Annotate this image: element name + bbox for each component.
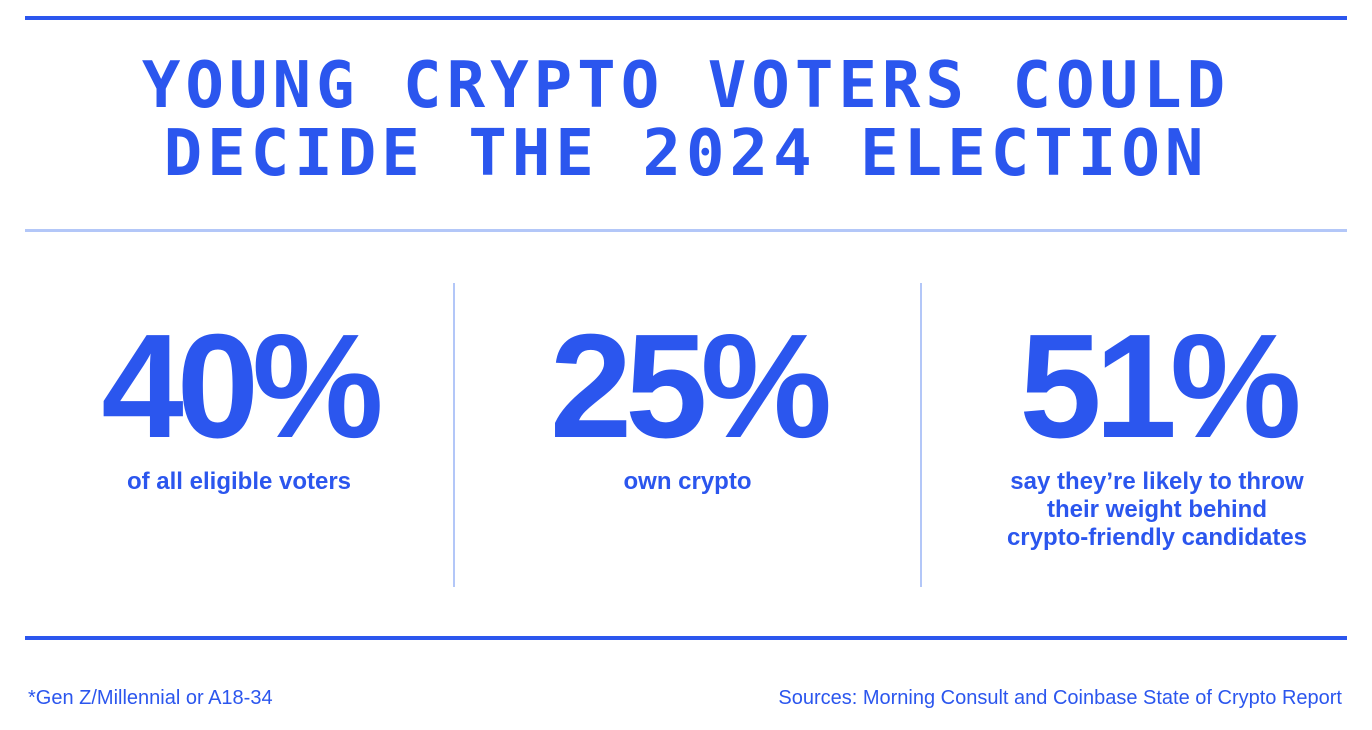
column-divider — [453, 283, 455, 587]
stat-value: 40% — [101, 304, 383, 469]
sources-credit: Sources: Morning Consult and Coinbase St… — [778, 687, 1342, 709]
stat-value: 25% — [549, 304, 832, 469]
stat-description: say they’re likely to throw their weight… — [1006, 468, 1308, 551]
middle-rule — [25, 229, 1347, 232]
bottom-rule — [25, 636, 1347, 640]
headline: YOUNG CRYPTO VOTERS COULD DECIDE THE 202… — [25, 52, 1347, 188]
headline-line-1: YOUNG CRYPTO VOTERS COULD — [141, 49, 1231, 123]
stat-description: of all eligible voters — [126, 468, 352, 495]
stat-eligible-voters: 40% of all eligible voters — [25, 312, 453, 496]
stat-own-crypto: 25% own crypto — [455, 312, 920, 496]
headline-line-2: DECIDE THE 2024 ELECTION — [163, 117, 1209, 191]
column-divider — [920, 283, 922, 587]
footnote: *Gen Z/Millennial or A18-34 — [28, 687, 273, 709]
stat-crypto-friendly-candidates: 51% say they’re likely to throw their we… — [922, 312, 1372, 552]
top-rule — [25, 16, 1347, 20]
stat-description: own crypto — [623, 468, 752, 495]
stat-value: 51% — [1019, 304, 1301, 469]
